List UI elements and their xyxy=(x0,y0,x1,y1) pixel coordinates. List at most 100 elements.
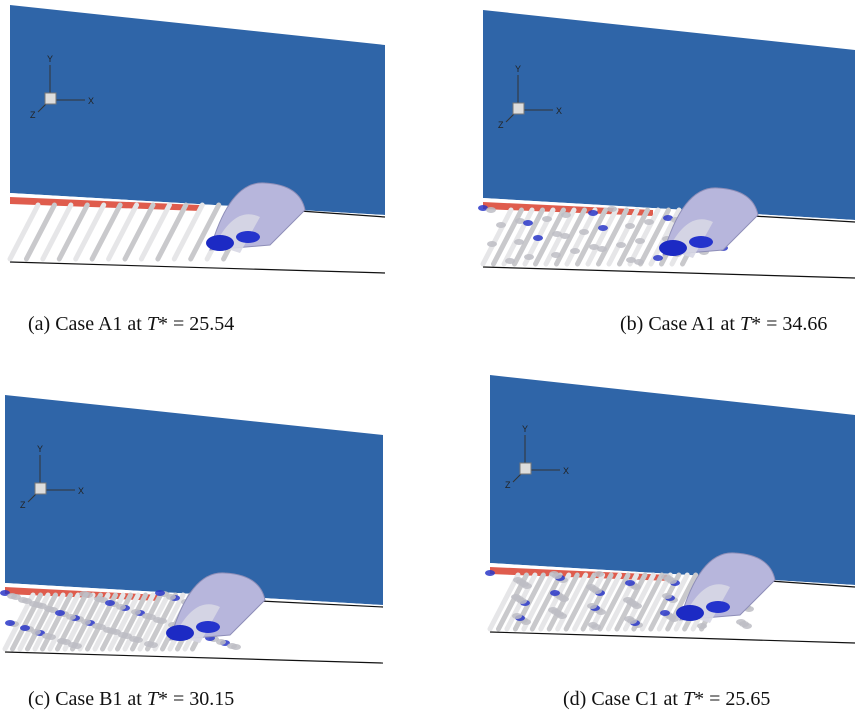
turbulent-blob xyxy=(560,233,570,239)
turbulent-blob xyxy=(153,617,163,623)
turbulent-blob xyxy=(496,222,506,228)
vortex-core xyxy=(706,601,730,613)
turbulent-blob xyxy=(118,632,128,638)
turbulent-blob xyxy=(661,574,671,580)
turbulent-blob xyxy=(57,638,67,644)
axis-label: Y xyxy=(515,64,521,74)
turbulent-blob xyxy=(44,606,54,612)
turbulent-blob xyxy=(55,610,65,616)
turbulent-blob xyxy=(29,601,39,607)
blue-plane xyxy=(10,5,385,215)
caption-suffix: * = 25.65 xyxy=(694,688,770,710)
turbulent-blob xyxy=(66,614,76,620)
turbulent-blob xyxy=(662,593,672,599)
axis-label: Y xyxy=(522,424,528,434)
turbulent-blob xyxy=(142,613,152,619)
turbulent-blob xyxy=(68,642,78,648)
turbulent-blob xyxy=(155,590,165,596)
turbulent-blob xyxy=(586,584,596,590)
turbulent-blob xyxy=(94,596,104,602)
axis-label: X xyxy=(556,106,562,116)
turbulent-blob xyxy=(523,220,533,226)
turbulent-blob xyxy=(131,609,141,615)
caption-suffix: * = 34.66 xyxy=(751,313,827,335)
turbulent-blob xyxy=(542,216,552,222)
vortex-core xyxy=(206,235,234,251)
turbulent-blob xyxy=(625,580,635,586)
turbulent-blob xyxy=(551,252,561,258)
turbulent-blob xyxy=(736,619,746,625)
caption-prefix: (b) Case A1 at xyxy=(620,313,740,335)
axis-label: Y xyxy=(37,444,43,454)
turbulent-blob xyxy=(588,210,598,216)
panel: Y X Z xyxy=(0,395,383,663)
caption: (c) Case B1 at T* = 30.15 xyxy=(28,688,234,710)
axis-label: Z xyxy=(20,500,26,510)
vortex-core xyxy=(236,231,260,243)
turbulent-blob xyxy=(579,229,589,235)
axis-label: Z xyxy=(505,480,511,490)
caption-suffix: * = 30.15 xyxy=(158,688,234,710)
caption-prefix: (c) Case B1 at xyxy=(28,688,147,710)
turbulent-blob xyxy=(487,241,497,247)
turbulent-blob xyxy=(597,246,607,252)
turbulent-blob xyxy=(550,590,560,596)
axis-label: X xyxy=(563,466,569,476)
turbulent-blob xyxy=(653,255,663,261)
turbulent-blob xyxy=(513,577,523,583)
turbulent-blob xyxy=(166,594,176,600)
turbulent-blob xyxy=(5,620,15,626)
turbulent-blob xyxy=(598,225,608,231)
turbulent-blob xyxy=(570,248,580,254)
figure: Y X Z (a) Case A1 at T* = 25.54 Y X Z (b) Case … xyxy=(0,0,856,717)
axis-label: Y xyxy=(47,54,53,64)
caption: (a) Case A1 at T* = 25.54 xyxy=(28,313,234,335)
turbulent-blob xyxy=(129,636,139,642)
turbulent-blob xyxy=(625,223,635,229)
turbulent-blob xyxy=(607,206,617,212)
panel: Y X Z xyxy=(10,5,385,273)
turbulent-blob xyxy=(594,571,604,577)
turbulent-blob xyxy=(533,235,543,241)
turbulent-blob xyxy=(81,619,91,625)
turbulent-blob xyxy=(644,219,654,225)
axis-cube xyxy=(35,483,46,494)
turbulent-blob xyxy=(660,610,670,616)
turbulent-blob xyxy=(588,622,598,628)
turbulent-blob xyxy=(31,629,41,635)
turbulent-blob xyxy=(216,639,226,645)
turbulent-blob xyxy=(514,239,524,245)
turbulent-blob xyxy=(634,259,644,265)
turbulent-blob xyxy=(144,641,154,647)
axis-label: X xyxy=(78,486,84,496)
turbulent-blob xyxy=(42,633,52,639)
axis-label: Z xyxy=(30,110,36,120)
axis-label: X xyxy=(88,96,94,106)
turbulent-blob xyxy=(7,593,17,599)
turbulent-blob xyxy=(524,254,534,260)
panel: Y X Z xyxy=(478,10,855,278)
vortex-core xyxy=(689,236,713,248)
caption-prefix: (a) Case A1 at xyxy=(28,313,147,335)
turbulent-blob xyxy=(116,604,126,610)
panel: Y X Z xyxy=(485,375,855,643)
turbulent-blob xyxy=(505,258,515,264)
turbulent-blob xyxy=(485,570,495,576)
turbulent-blob xyxy=(103,627,113,633)
axis-label: Z xyxy=(498,120,504,130)
axis-cube xyxy=(513,103,524,114)
turbulent-blob xyxy=(587,603,597,609)
turbulent-blob xyxy=(92,623,102,629)
caption: (d) Case C1 at T* = 25.65 xyxy=(563,688,770,710)
turbulent-blob xyxy=(623,597,633,603)
turbulent-blob xyxy=(561,212,571,218)
blue-plane xyxy=(490,375,855,585)
caption-suffix: * = 25.54 xyxy=(158,313,234,335)
turbulent-blob xyxy=(548,607,558,613)
turbulent-blob xyxy=(697,623,707,629)
caption: (b) Case A1 at T* = 34.66 xyxy=(620,313,827,335)
turbulent-blob xyxy=(227,643,237,649)
turbulent-blob xyxy=(512,613,522,619)
turbulent-blob xyxy=(549,571,559,577)
turbulent-blob xyxy=(511,594,521,600)
